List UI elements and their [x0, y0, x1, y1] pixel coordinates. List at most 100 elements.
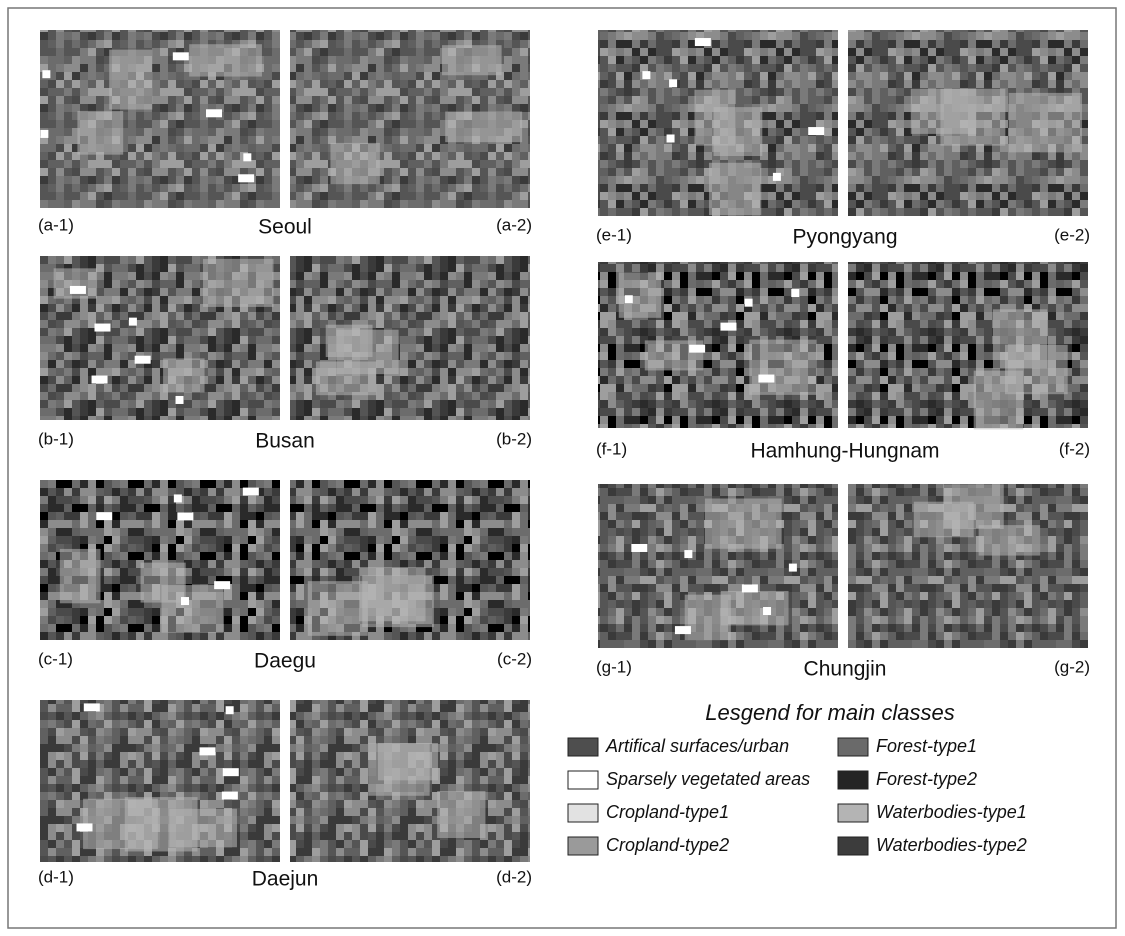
- sparse-pixel: [176, 396, 184, 404]
- panel-label: (e-2): [1054, 225, 1090, 244]
- sparse-pixel: [720, 323, 736, 331]
- sparse-pixel: [238, 174, 254, 182]
- sparse-pixel: [742, 584, 758, 592]
- panel-label: (c-1): [38, 649, 73, 668]
- page: { "panels": [ {"left": "(a-1)", "city": …: [0, 0, 1125, 936]
- legend-label: Forest-type2: [876, 769, 977, 789]
- sparse-pixel: [223, 768, 239, 776]
- legend-swatch: [568, 804, 598, 822]
- city-name: Seoul: [258, 216, 312, 239]
- sparse-pixel: [689, 345, 705, 353]
- legend-label: Cropland-type2: [606, 835, 729, 855]
- sparse-pixel: [84, 703, 100, 711]
- sparse-pixel: [684, 550, 692, 558]
- panel-label: (c-2): [497, 649, 532, 668]
- panel-label: (d-1): [38, 867, 74, 886]
- map-blob: [721, 591, 789, 625]
- sparse-pixel: [669, 79, 677, 87]
- map-blob: [60, 549, 101, 603]
- panel-label: (a-1): [38, 215, 74, 234]
- panel-label: (e-1): [596, 225, 632, 244]
- legend-swatch: [568, 771, 598, 789]
- legend-swatch: [838, 771, 868, 789]
- map-blob: [336, 330, 398, 374]
- legend-label: Sparsely vegetated areas: [606, 769, 810, 789]
- map-blob: [705, 499, 782, 549]
- map-blob: [54, 268, 97, 298]
- map-blob: [914, 502, 974, 538]
- city-name: Pyongyang: [792, 226, 897, 249]
- legend-swatch: [838, 837, 868, 855]
- sparse-pixel: [763, 607, 771, 615]
- sparse-pixel: [206, 109, 222, 117]
- sparse-pixel: [214, 581, 230, 589]
- map-blob: [330, 143, 379, 184]
- sparse-pixel: [745, 299, 753, 307]
- map-blob: [109, 50, 152, 110]
- map-blob: [203, 259, 273, 307]
- legend-label: Waterbodies-type1: [876, 802, 1027, 822]
- map-blob: [362, 575, 434, 627]
- map-blob: [163, 358, 204, 392]
- city-name: Chungjin: [804, 658, 887, 681]
- sparse-pixel: [243, 153, 251, 161]
- map-blob: [1009, 93, 1082, 152]
- map-blob: [445, 112, 522, 143]
- panel-label: (f-2): [1059, 439, 1090, 458]
- sparse-pixel: [129, 318, 137, 326]
- sparse-pixel: [642, 71, 650, 79]
- sparse-pixel: [96, 512, 112, 520]
- map-blob: [308, 581, 368, 636]
- sparse-pixel: [226, 706, 234, 714]
- panel-label: (b-1): [38, 429, 74, 448]
- legend-label: Forest-type1: [876, 736, 977, 756]
- panel-label: (f-1): [596, 439, 627, 458]
- city-name: Busan: [255, 430, 315, 453]
- map-blob: [378, 743, 438, 780]
- sparse-pixel: [222, 792, 238, 800]
- sparse-pixel: [174, 494, 182, 502]
- sparse-pixel: [42, 70, 50, 78]
- map-blob: [437, 791, 485, 838]
- sparse-pixel: [77, 823, 93, 831]
- sparse-pixel: [791, 289, 799, 297]
- map-blob: [442, 45, 502, 75]
- legend-swatch: [838, 804, 868, 822]
- sparse-pixel: [94, 324, 110, 332]
- map-blob: [162, 585, 224, 633]
- sparse-pixel: [200, 747, 216, 755]
- sparse-pixel: [631, 544, 647, 552]
- sparse-pixel: [173, 52, 189, 60]
- panel-label: (g-2): [1054, 657, 1090, 676]
- map-blob: [77, 111, 123, 155]
- map-blob: [694, 90, 735, 146]
- legend-label: Waterbodies-type2: [876, 835, 1027, 855]
- panel-label: (a-2): [496, 215, 532, 234]
- sparse-pixel: [667, 134, 675, 142]
- legend-swatch: [568, 738, 598, 756]
- map-blob: [749, 340, 816, 395]
- map-blob: [979, 525, 1040, 555]
- panel-label: (b-2): [496, 429, 532, 448]
- sparse-pixel: [773, 173, 781, 181]
- sparse-pixel: [675, 626, 691, 634]
- sparse-pixel: [808, 127, 824, 135]
- sparse-pixel: [92, 376, 108, 384]
- city-name: Hamhung-Hungnam: [750, 440, 939, 463]
- sparse-pixel: [625, 295, 633, 303]
- sparse-pixel: [177, 512, 193, 520]
- sparse-pixel: [695, 38, 711, 46]
- sparse-pixel: [243, 488, 259, 496]
- sparse-pixel: [181, 597, 189, 605]
- legend-title: Lesgend for main classes: [705, 700, 954, 725]
- panel-label: (g-1): [596, 657, 632, 676]
- legend-label: Cropland-type1: [606, 802, 729, 822]
- map-blob: [709, 163, 761, 215]
- map-blob: [619, 272, 661, 317]
- figure: (a-1)Seoul(a-2)(b-1)Busan(b-2)(c-1)Daegu…: [0, 0, 1125, 936]
- sparse-pixel: [135, 356, 151, 364]
- panel-label: (d-2): [496, 867, 532, 886]
- legend-swatch: [568, 837, 598, 855]
- sparse-pixel: [789, 564, 797, 572]
- sparse-pixel: [40, 130, 48, 138]
